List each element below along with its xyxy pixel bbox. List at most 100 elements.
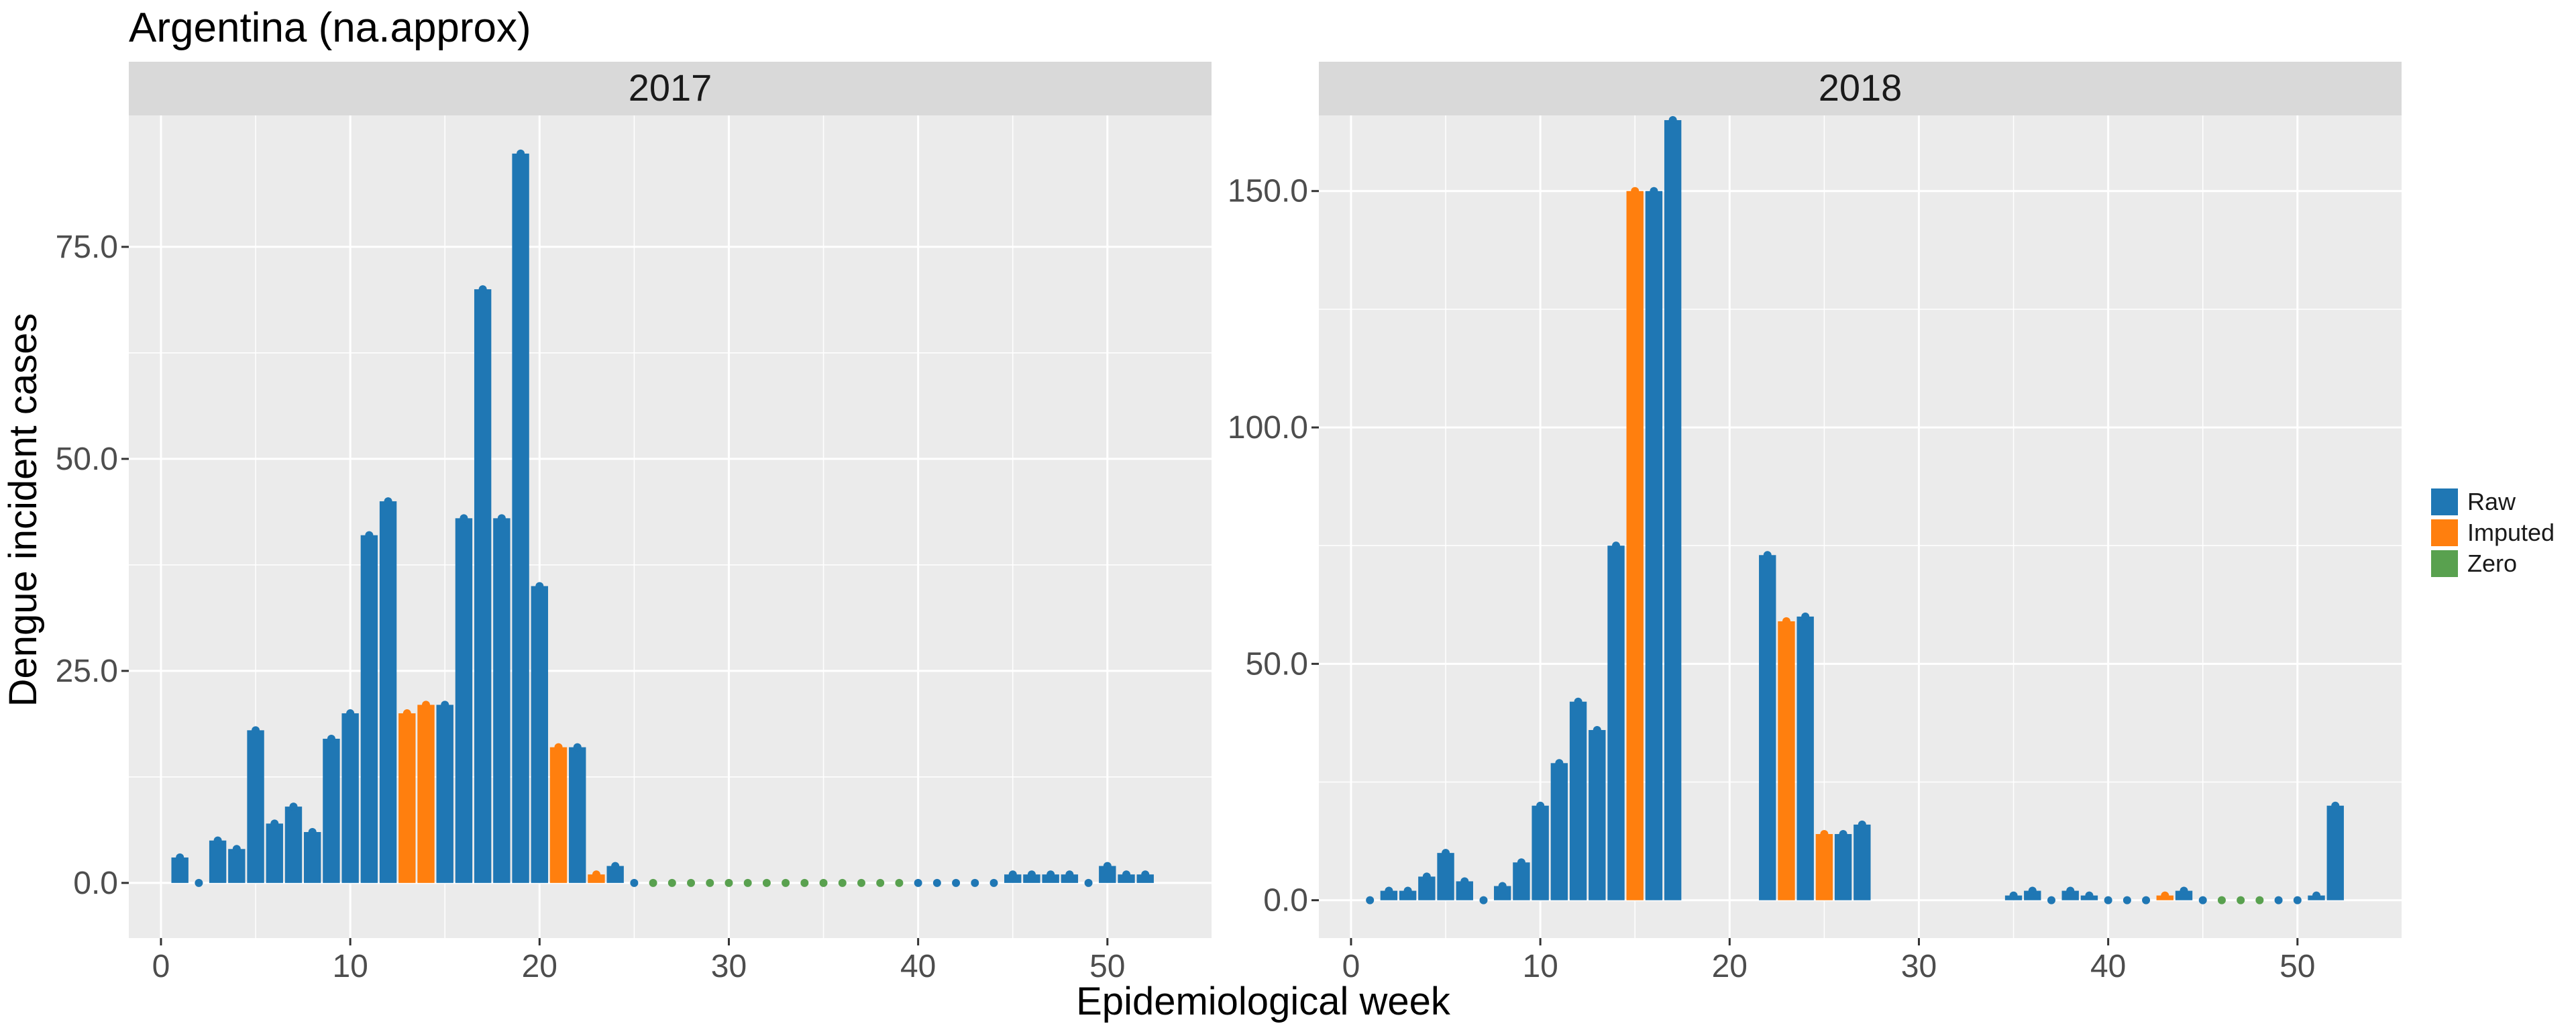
chart-title: Argentina (na.approx): [129, 5, 531, 51]
point-week-10: [346, 709, 355, 718]
point-week-21: [554, 743, 563, 752]
y-tick-label: 0.0: [1263, 883, 1308, 919]
point-week-50: [2293, 896, 2302, 904]
legend-label-imputed: Imputed: [2467, 519, 2555, 546]
point-week-37: [857, 878, 865, 887]
point-week-32: [762, 878, 771, 887]
point-week-37: [2047, 896, 2055, 904]
point-week-3: [1403, 886, 1412, 895]
point-week-43: [2161, 891, 2169, 900]
bar-week-38: [2061, 890, 2079, 900]
x-tick-label: 40: [2090, 949, 2126, 984]
x-tick-label: 30: [1901, 949, 1937, 984]
bar-week-21: [549, 747, 568, 883]
bar-week-16: [455, 518, 473, 883]
point-week-7: [1479, 896, 1488, 904]
facet-panel-2018: 2018 0 10 20 30 40 50 0.0 50.0 100.0 150.0: [1228, 62, 2402, 984]
point-week-10: [1536, 801, 1545, 810]
bar-week-22: [569, 747, 586, 883]
point-week-51: [1122, 870, 1131, 879]
point-week-42: [952, 878, 961, 887]
point-week-22: [1763, 551, 1772, 560]
point-week-44: [989, 878, 998, 887]
point-week-36: [2028, 886, 2037, 895]
point-week-45: [2198, 896, 2207, 904]
bar-week-11: [1550, 763, 1568, 900]
plot-panel: [1319, 115, 2402, 938]
bar-week-13: [1589, 729, 1606, 900]
point-week-5: [1442, 849, 1450, 858]
point-week-51: [2312, 891, 2321, 900]
point-week-50: [1103, 862, 1112, 870]
point-week-40: [2104, 896, 2112, 904]
x-tick-label: 0: [1342, 949, 1360, 984]
point-week-52: [1141, 870, 1150, 879]
bar-week-52: [2326, 805, 2344, 900]
point-week-27: [667, 878, 676, 887]
bar-week-24: [1796, 616, 1814, 900]
point-week-39: [895, 878, 904, 887]
point-week-11: [365, 531, 374, 539]
bar-week-52: [1136, 874, 1154, 883]
bar-week-17: [474, 289, 492, 883]
bar-week-9: [1513, 862, 1530, 900]
bar-week-23: [588, 874, 605, 883]
point-week-25: [630, 878, 639, 887]
point-week-31: [743, 878, 752, 887]
y-tick-label: 100.0: [1228, 410, 1308, 446]
point-week-25: [1820, 829, 1829, 838]
point-week-7: [289, 803, 298, 811]
point-week-23: [592, 870, 600, 879]
bar-week-3: [1399, 890, 1417, 900]
point-week-8: [1498, 882, 1507, 890]
bar-week-3: [209, 840, 227, 883]
bar-week-47: [1042, 874, 1059, 883]
point-week-41: [2123, 896, 2131, 904]
bar-week-15: [1626, 191, 1644, 900]
bar-week-16: [1645, 191, 1663, 900]
bar-week-8: [304, 832, 321, 883]
point-week-12: [384, 497, 392, 506]
point-week-1: [176, 853, 184, 862]
point-week-6: [1460, 877, 1469, 886]
point-week-6: [270, 819, 279, 828]
point-week-24: [611, 862, 620, 870]
bar-week-12: [1569, 701, 1587, 900]
bar-week-10: [341, 713, 359, 883]
point-week-26: [649, 878, 657, 887]
point-week-43: [971, 878, 979, 887]
point-week-15: [441, 701, 449, 709]
point-week-33: [782, 878, 790, 887]
bar-week-12: [379, 501, 397, 883]
point-week-30: [724, 878, 733, 887]
bar-week-36: [2024, 890, 2041, 900]
plot-panel: [129, 115, 1212, 938]
bar-week-5: [1437, 853, 1454, 900]
point-week-9: [327, 734, 335, 743]
x-tick-label: 10: [1522, 949, 1558, 984]
point-week-15: [1631, 187, 1640, 195]
x-tick-label: 0: [152, 949, 170, 984]
point-week-39: [2085, 891, 2094, 900]
point-week-28: [687, 878, 696, 887]
x-axis-label: Epidemiological week: [1076, 980, 1451, 1023]
bar-week-10: [1532, 805, 1549, 900]
bar-week-13: [398, 713, 416, 883]
bar-week-19: [512, 153, 529, 883]
bar-week-2: [1380, 890, 1398, 900]
bar-week-46: [1023, 874, 1040, 883]
point-week-5: [252, 726, 260, 735]
legend-key-imputed: [2431, 519, 2458, 546]
point-week-34: [800, 878, 809, 887]
point-week-17: [1668, 116, 1677, 125]
point-week-11: [1555, 759, 1564, 768]
point-week-2: [1385, 886, 1393, 895]
point-week-44: [2180, 886, 2188, 895]
x-tick-label: 30: [711, 949, 747, 984]
point-week-48: [2255, 896, 2264, 904]
point-week-8: [308, 828, 317, 837]
point-week-27: [1858, 820, 1866, 829]
bar-week-48: [1061, 874, 1079, 883]
